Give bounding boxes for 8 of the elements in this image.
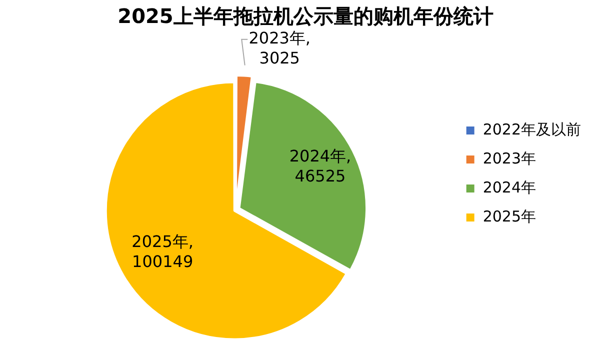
legend-label: 2023年 bbox=[482, 149, 536, 168]
legend-label: 2022年及以前 bbox=[482, 120, 582, 138]
legend-label: 2025年 bbox=[482, 207, 536, 226]
chart-title: 2025上半年拖拉机公示量的购机年份统计 bbox=[118, 4, 494, 28]
data-label: 2025年, 100149 bbox=[132, 232, 194, 272]
legend-label: 2024年 bbox=[482, 178, 536, 196]
data-label: 2023年, 3025 bbox=[248, 28, 311, 68]
data-label: 2024年, 46525 bbox=[289, 146, 352, 186]
